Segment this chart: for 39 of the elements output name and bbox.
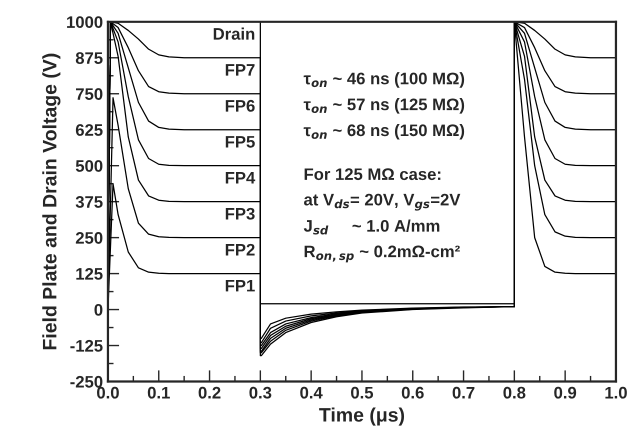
x-tick-label: 0.4 (300, 386, 323, 399)
x-tick-label: 0.9 (554, 386, 576, 399)
x-tick-label: 0.3 (249, 386, 272, 399)
x-tick-label: 0.0 (97, 386, 119, 399)
annotation: τ$_{on}$ ~ 68 ns (150 MΩ) (304, 124, 464, 140)
y-tick-label: 500 (76, 160, 102, 172)
series-label: FP1 (226, 280, 255, 292)
series-label: FP3 (226, 208, 255, 220)
y-tick-label: 250 (76, 232, 102, 244)
y-tick-label: 1000 (67, 16, 102, 28)
x-tick-label: 0.2 (198, 386, 220, 399)
x-tick-label: 0.8 (503, 386, 526, 399)
y-tick-label: 875 (76, 52, 103, 64)
y-tick-label: 750 (76, 88, 102, 100)
annotation: R$_{on,sp}$ ~ 0.2mΩ-cm² (304, 246, 460, 262)
x-tick-label: 0.6 (402, 386, 424, 399)
y-axis-title: Field Plate and Drain Voltage (V) (42, 54, 60, 350)
y-tick-label: 0 (94, 304, 102, 316)
y-tick-label: 375 (76, 196, 103, 208)
x-axis-title: Time (μs) (319, 407, 404, 426)
annotation: τ$_{on}$ ~ 46 ns (100 MΩ) (304, 72, 464, 88)
x-tick-label: 0.5 (351, 386, 374, 399)
x-tick-label: 0.1 (148, 386, 170, 399)
series-label: FP2 (226, 244, 255, 256)
series-label: Drain (214, 28, 254, 40)
annotation: For 125 MΩ case: (304, 168, 440, 180)
series-label: FP5 (226, 136, 255, 148)
y-tick-label: 125 (76, 268, 103, 280)
text: J$_{sd}$ ~ 1.0 A/mm (304, 220, 440, 235)
annotation: at V$_{ds}$= 20V, V$_{gs}$=2V (304, 194, 460, 211)
series-label: FP7 (226, 64, 255, 76)
series-label: FP6 (226, 100, 255, 112)
annotation: τ$_{on}$ ~ 57 ns (125 MΩ) (304, 98, 464, 114)
y-tick-label: 625 (76, 124, 103, 136)
y-tick-label: -125 (70, 340, 103, 352)
series-label: FP4 (226, 172, 256, 184)
x-tick-label: 1.0 (605, 386, 627, 399)
y-tick-label: -250 (70, 376, 102, 388)
x-tick-label: 0.7 (452, 386, 474, 399)
